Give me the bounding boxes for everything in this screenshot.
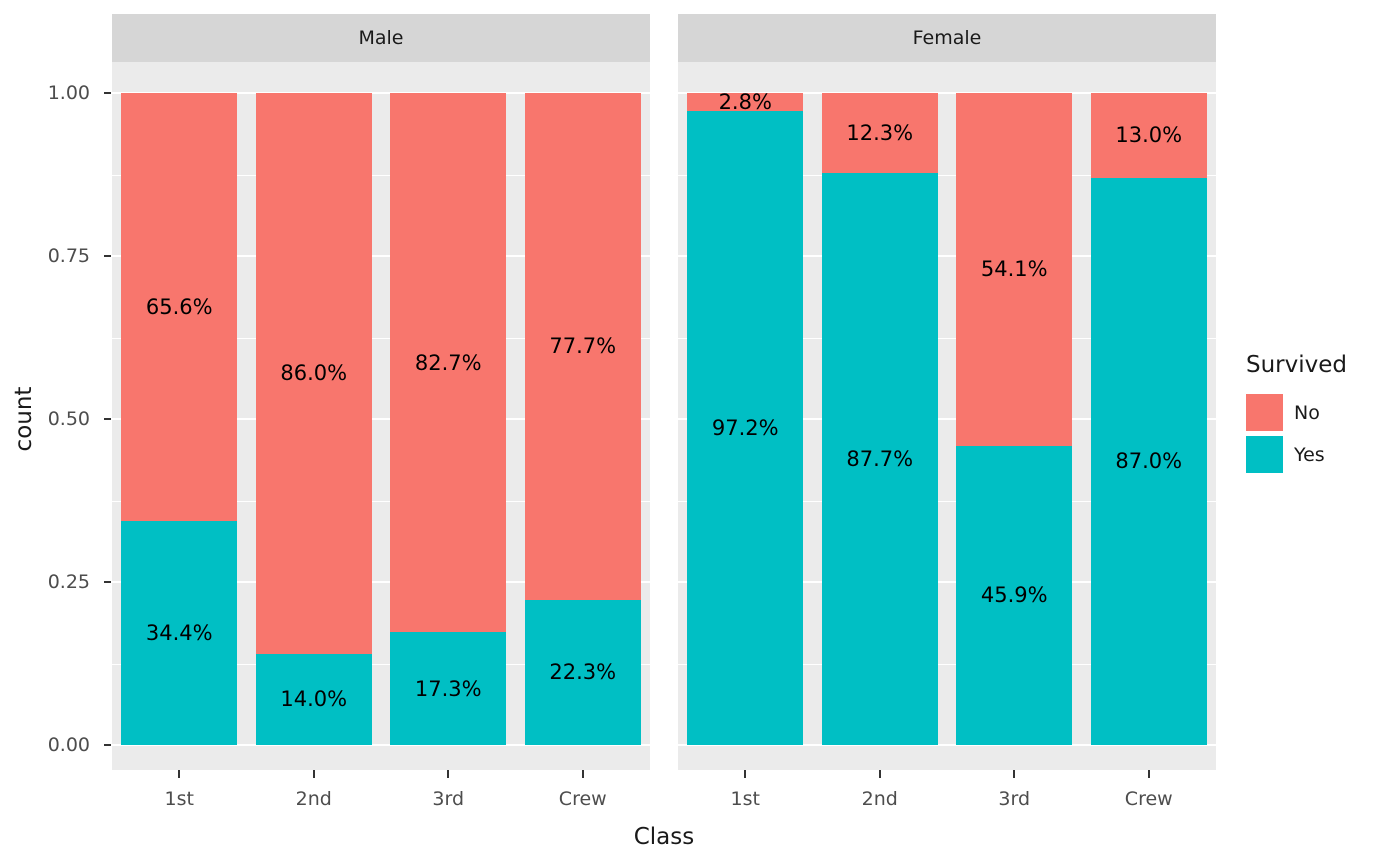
gridline-minor: [112, 663, 650, 665]
x-tick-mark: [1147, 770, 1150, 778]
x-tick-label: Crew: [558, 788, 607, 810]
bar-segment-yes: [121, 520, 238, 745]
facet-strip-label: Male: [358, 27, 404, 49]
bar-value-label: 86.0%: [280, 361, 348, 386]
bar-segment-no: [121, 93, 238, 521]
x-tick-mark: [1013, 770, 1016, 778]
bar-segment-yes: [821, 173, 938, 745]
x-tick-label: 3rd: [998, 788, 1031, 810]
facet-strip-female: Female: [678, 14, 1216, 62]
facet-strip-label: Female: [912, 27, 982, 49]
bar-segment-yes: [956, 445, 1073, 745]
legend-key-label: Yes: [1294, 443, 1325, 466]
bar-value-label: 2.8%: [718, 90, 772, 115]
bar-value-label: 13.0%: [1115, 123, 1183, 148]
y-tick-label: 0.00: [47, 734, 90, 756]
bar-segment-no: [390, 93, 507, 633]
legend-swatch-no: [1246, 394, 1283, 431]
gridline-minor: [678, 663, 1216, 665]
bar-value-label: 65.6%: [145, 294, 213, 319]
x-tick-mark: [178, 770, 181, 778]
gridline-minor: [112, 337, 650, 339]
bar-value-label: 54.1%: [980, 257, 1048, 282]
gridline-major: [112, 581, 650, 583]
y-tick-mark: [104, 581, 111, 583]
x-tick-label: 1st: [730, 788, 760, 810]
y-tick-mark: [104, 744, 111, 746]
x-axis-title: Class: [633, 824, 695, 850]
bar-segment-yes: [390, 632, 507, 745]
y-tick-label: 1.00: [47, 82, 90, 104]
y-tick-label: 0.25: [47, 571, 90, 593]
legend-keys: No Yes: [1246, 394, 1347, 473]
x-tick-label: 1st: [164, 788, 194, 810]
gridline-major: [112, 92, 650, 94]
bar-value-label: 34.4%: [145, 620, 213, 645]
bar-value-label: 87.7%: [846, 447, 914, 472]
bar-segment-no: [956, 93, 1073, 446]
legend: Survived No Yes: [1246, 352, 1347, 478]
x-tick-label: 2nd: [861, 788, 898, 810]
facet-female: Female 97.2% 2.8% 87.7% 12.3% 45.9% 54.1% 87.0…: [678, 14, 1216, 820]
x-tick-label: 2nd: [295, 788, 332, 810]
y-tick-mark: [104, 92, 111, 94]
legend-key-no: No: [1246, 394, 1347, 431]
bar-segment-no: [821, 93, 938, 174]
gridline-minor: [678, 337, 1216, 339]
gridline-major: [678, 92, 1216, 94]
facet-strip-male: Male: [112, 14, 650, 62]
bar-value-label: 45.9%: [980, 583, 1048, 608]
bar-segment-no: [1090, 93, 1207, 178]
gridline-minor: [678, 500, 1216, 502]
x-tick-mark: [581, 770, 584, 778]
gridline-major: [678, 255, 1216, 257]
gridline-minor: [112, 500, 650, 502]
panel-female: 97.2% 2.8% 87.7% 12.3% 45.9% 54.1% 87.0% 13.0%: [678, 62, 1216, 770]
y-tick-mark: [104, 255, 111, 257]
y-tick-label: 0.75: [47, 245, 90, 267]
gridline-major: [112, 418, 650, 420]
gridline-major: [678, 418, 1216, 420]
x-tick-label: 3rd: [432, 788, 465, 810]
bar-segment-no: [255, 93, 372, 654]
bar-value-label: 87.0%: [1115, 449, 1183, 474]
bar-segment-yes: [1090, 177, 1207, 745]
legend-key-yes: Yes: [1246, 436, 1347, 473]
bar-segment-yes: [255, 653, 372, 745]
bar-value-label: 17.3%: [414, 676, 482, 701]
legend-title: Survived: [1246, 352, 1347, 378]
bar-value-label: 14.0%: [280, 687, 348, 712]
facet-male: Male 34.4% 65.6% 14.0% 86.0% 17.3% 82.7% 22.3%…: [112, 14, 650, 820]
x-axis-ticks-male: 1st 2nd 3rd Crew: [112, 770, 650, 820]
y-tick-label: 0.50: [47, 408, 90, 430]
legend-key-label: No: [1294, 401, 1320, 424]
bar-value-label: 12.3%: [846, 121, 914, 146]
bar-segment-yes: [687, 111, 804, 745]
x-tick-mark: [878, 770, 881, 778]
x-axis-ticks-female: 1st 2nd 3rd Crew: [678, 770, 1216, 820]
y-axis-tick-labels: 1.00 0.75 0.50 0.25 0.00: [0, 0, 96, 865]
bar-value-label: 97.2%: [711, 416, 779, 441]
bar-value-label: 82.7%: [414, 350, 482, 375]
x-tick-mark: [744, 770, 747, 778]
x-tick-mark: [312, 770, 315, 778]
y-tick-mark: [104, 418, 111, 420]
gridline-major: [678, 744, 1216, 746]
bar-value-label: 22.3%: [549, 660, 617, 685]
gridline-major: [112, 744, 650, 746]
panel-male: 34.4% 65.6% 14.0% 86.0% 17.3% 82.7% 22.3% 77.7%: [112, 62, 650, 770]
bar-segment-no: [687, 93, 804, 112]
gridline-minor: [678, 174, 1216, 176]
gridline-major: [678, 581, 1216, 583]
legend-swatch-yes: [1246, 436, 1283, 473]
gridline-minor: [112, 174, 650, 176]
x-tick-mark: [447, 770, 450, 778]
gridline-major: [112, 255, 650, 257]
bar-segment-yes: [524, 599, 641, 745]
bar-value-label: 77.7%: [549, 334, 617, 359]
x-tick-label: Crew: [1124, 788, 1173, 810]
bar-segment-no: [524, 93, 641, 600]
